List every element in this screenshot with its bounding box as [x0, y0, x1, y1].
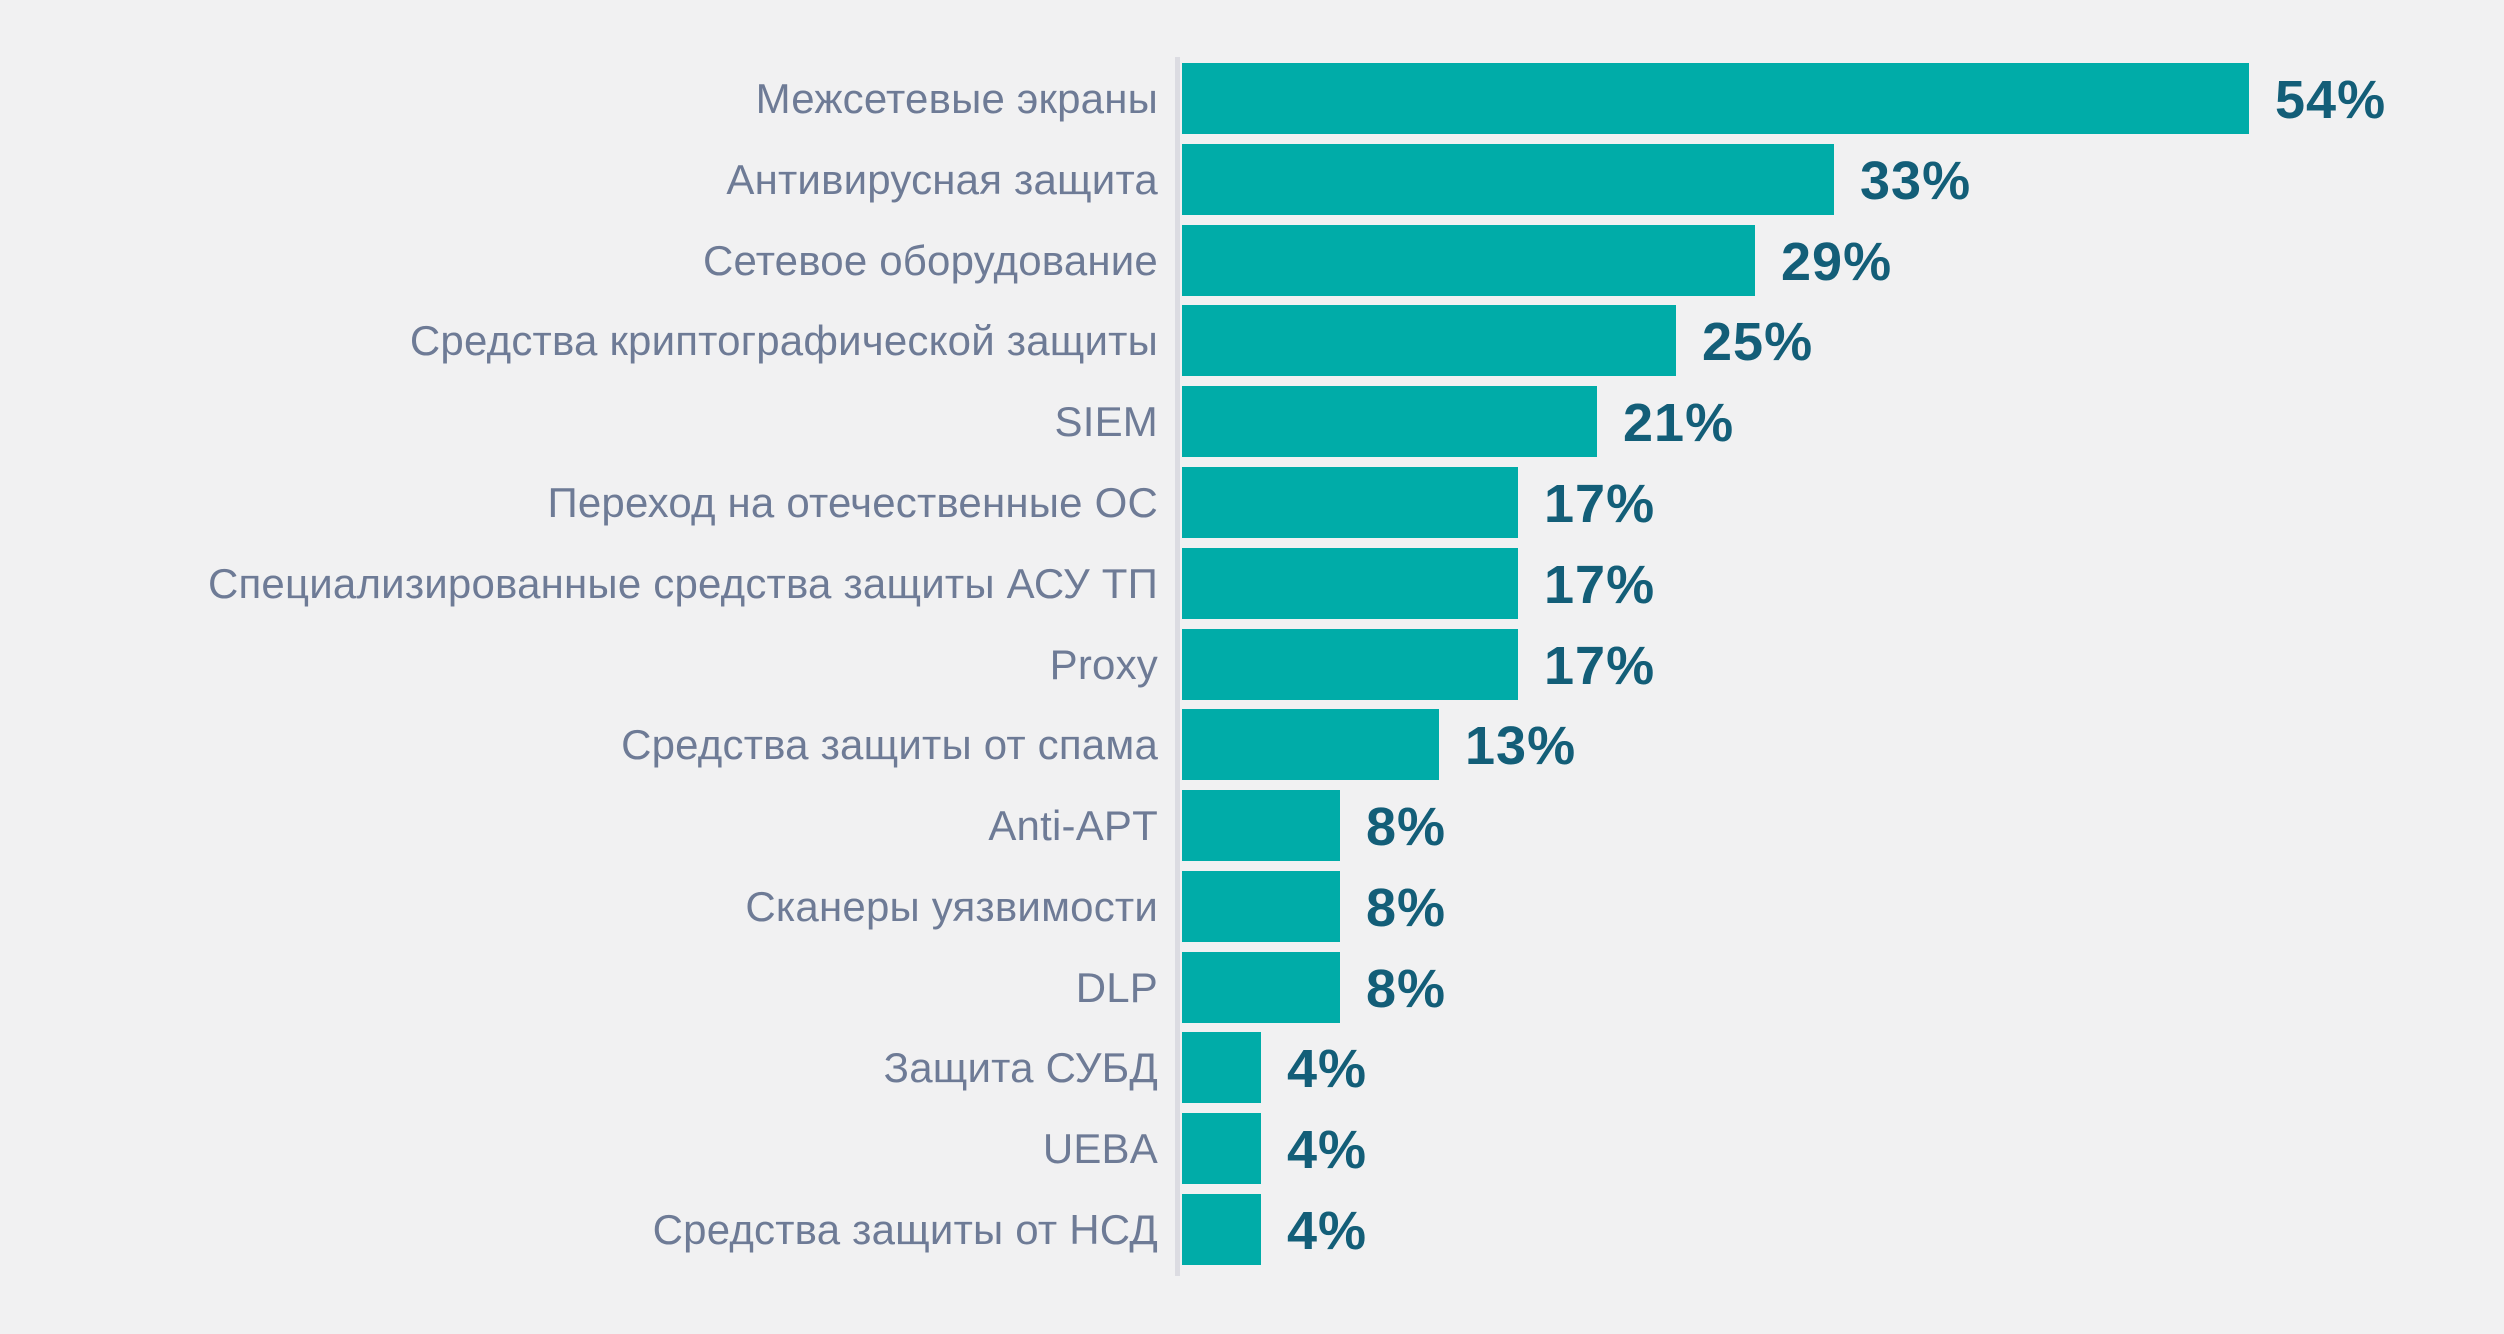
- value-label: 4%: [1287, 1201, 1368, 1261]
- bar: [1182, 225, 1755, 296]
- category-label: Межсетевые экраны: [755, 75, 1158, 122]
- bar: [1182, 467, 1518, 538]
- category-label: Специализированные средства защиты АСУ Т…: [207, 560, 1158, 607]
- value-label: 33%: [1860, 151, 1972, 211]
- category-label: Proxy: [1049, 641, 1158, 688]
- bar: [1182, 548, 1518, 619]
- value-label: 4%: [1287, 1039, 1368, 1099]
- bar-row: Proxy 17%: [0, 629, 2504, 700]
- bar: [1182, 1194, 1261, 1265]
- value-label: 8%: [1366, 959, 1447, 1019]
- bar: [1182, 1032, 1261, 1103]
- bar-row: Переход на отечественные ОС 17%: [0, 467, 2504, 538]
- value-label: 17%: [1544, 474, 1656, 534]
- bar: [1182, 709, 1439, 780]
- category-label: Anti-APT: [988, 802, 1158, 849]
- category-label: Сканеры уязвимости: [745, 883, 1158, 930]
- bar: [1182, 871, 1340, 942]
- bar: [1182, 144, 1834, 215]
- bar-row: Сканеры уязвимости 8%: [0, 871, 2504, 942]
- category-label: Переход на отечественные ОС: [547, 479, 1158, 526]
- value-label: 29%: [1781, 232, 1893, 292]
- category-label: DLP: [1075, 964, 1158, 1011]
- bar-row: Средства криптографической защиты 25%: [0, 305, 2504, 376]
- bar-row: Антивирусная защита 33%: [0, 144, 2504, 215]
- value-label: 54%: [2275, 70, 2387, 130]
- bar: [1182, 63, 2249, 134]
- category-label: Средства защиты от НСД: [652, 1206, 1158, 1253]
- value-label: 17%: [1544, 636, 1656, 696]
- bar: [1182, 1113, 1261, 1184]
- bar-row: Средства защиты от НСД 4%: [0, 1194, 2504, 1265]
- value-label: 8%: [1366, 878, 1447, 938]
- bar-row: UEBA 4%: [0, 1113, 2504, 1184]
- bar: [1182, 952, 1340, 1023]
- value-label: 4%: [1287, 1120, 1368, 1180]
- value-label: 21%: [1623, 393, 1735, 453]
- bar-row: Anti-APT 8%: [0, 790, 2504, 861]
- category-label: Сетевое оборудование: [703, 237, 1158, 284]
- bar: [1182, 305, 1676, 376]
- y-axis-line: [1175, 57, 1180, 1276]
- category-label: SIEM: [1054, 398, 1158, 445]
- bar: [1182, 629, 1518, 700]
- category-label: UEBA: [1042, 1125, 1158, 1172]
- value-label: 25%: [1702, 312, 1814, 372]
- value-label: 8%: [1366, 797, 1447, 857]
- value-label: 13%: [1465, 716, 1577, 776]
- value-label: 17%: [1544, 555, 1656, 615]
- bar-row: Межсетевые экраны 54%: [0, 63, 2504, 134]
- bar-row: Сетевое оборудование 29%: [0, 225, 2504, 296]
- category-label: Антивирусная защита: [726, 156, 1158, 203]
- bar-row: SIEM 21%: [0, 386, 2504, 457]
- bar-row: Средства защиты от спама 13%: [0, 709, 2504, 780]
- category-label: Средства защиты от спама: [621, 721, 1158, 768]
- bar-row: Защита СУБД 4%: [0, 1032, 2504, 1103]
- bar: [1182, 790, 1340, 861]
- category-label: Защита СУБД: [883, 1044, 1158, 1091]
- bar: [1182, 386, 1597, 457]
- bar-row: Специализированные средства защиты АСУ Т…: [0, 548, 2504, 619]
- bar-row: DLP 8%: [0, 952, 2504, 1023]
- category-label: Средства криптографической защиты: [409, 317, 1158, 364]
